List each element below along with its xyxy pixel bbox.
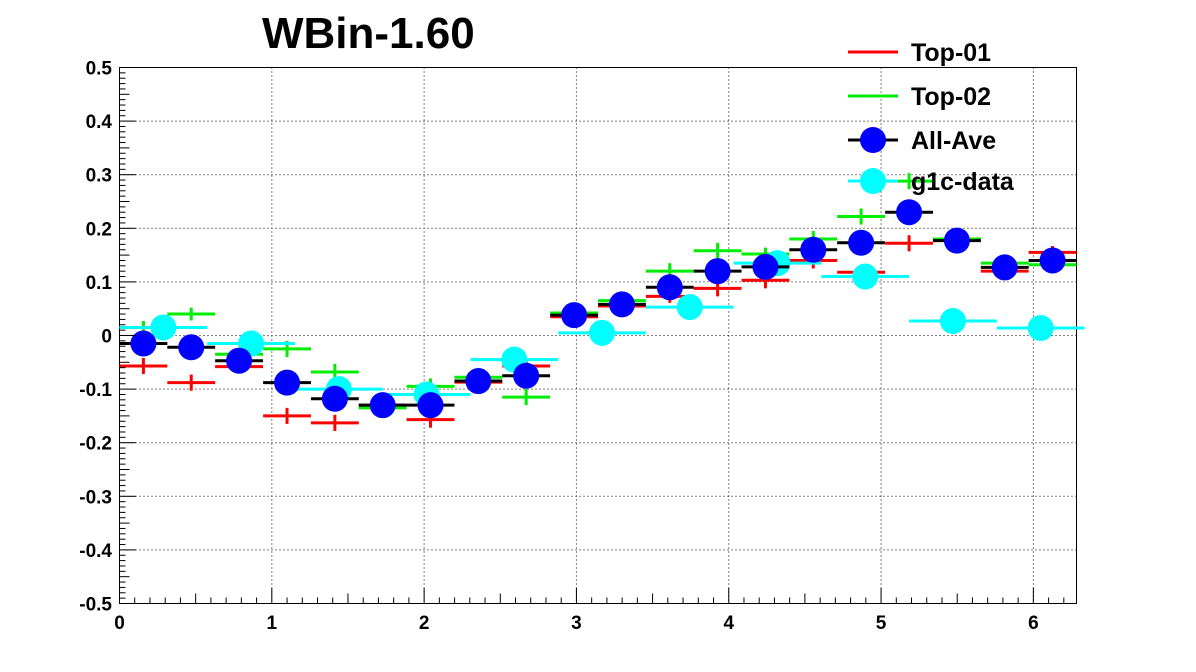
y-tick-label: -0.3: [79, 487, 112, 508]
data-point: [274, 369, 301, 396]
legend-label: Top-01: [911, 39, 991, 67]
data-point: [369, 392, 396, 419]
data-point: [513, 362, 540, 389]
legend-entry: g1c-data: [848, 168, 1015, 196]
data-point: [226, 347, 253, 374]
y-tick-label: -0.2: [79, 434, 112, 455]
data-point: [465, 368, 492, 395]
legend-label: g1c-data: [911, 168, 1015, 196]
series-layer: [119, 173, 1085, 431]
legend-label: Top-02: [911, 83, 991, 111]
data-point: [150, 314, 177, 341]
y-tick-label: 0: [101, 327, 112, 348]
data-point: [752, 253, 779, 280]
legend-swatch-marker: [860, 127, 886, 153]
data-point: [589, 319, 616, 346]
data-point: [704, 258, 731, 285]
y-tick-label: -0.5: [79, 595, 112, 616]
data-point: [1039, 247, 1066, 274]
data-point: [178, 334, 205, 361]
y-tick-label: -0.1: [79, 380, 112, 401]
y-tick-label: 0.2: [86, 219, 112, 240]
legend-entry: Top-02: [848, 83, 991, 111]
x-tick-label: 4: [723, 613, 734, 634]
data-point: [939, 308, 966, 335]
data-point: [1027, 314, 1054, 341]
data-point: [561, 302, 588, 329]
data-point: [676, 294, 703, 321]
x-tick-label: 1: [267, 613, 278, 634]
y-tick-label: 0.3: [86, 166, 112, 187]
series-top-02: [119, 173, 1077, 415]
data-point: [608, 291, 635, 318]
data-point: [321, 385, 348, 412]
axes: 0 1 2 3 4 5 6 -0.5 -0.4 -0.3 -0.2 -0.1 0 0.1 0.2 0.3 0.4…: [79, 59, 1065, 634]
y-tick-label: 0.5: [86, 59, 113, 80]
x-tick-label: 2: [419, 613, 430, 634]
legend-label: All-Ave: [911, 127, 996, 155]
y-tick-label: -0.4: [79, 541, 112, 562]
legend: Top-01 Top-02 All-Ave g1c-data: [848, 39, 1015, 196]
legend-swatch-marker: [860, 168, 886, 194]
legend-entry: Top-01: [848, 39, 991, 67]
x-tick-label: 5: [876, 613, 887, 634]
chart-title: WBin-1.60: [262, 9, 475, 58]
data-point: [852, 263, 879, 290]
data-point: [656, 274, 683, 301]
data-point: [848, 229, 875, 256]
data-point: [991, 254, 1018, 281]
y-tick-label: 0.4: [86, 112, 113, 133]
legend-entry: All-Ave: [848, 127, 996, 155]
data-point: [896, 199, 923, 226]
series-all-ave: [119, 199, 1077, 419]
y-tick-label: 0.1: [86, 273, 113, 294]
x-tick-label: 0: [114, 613, 125, 634]
data-point: [943, 227, 970, 254]
data-point: [417, 392, 444, 419]
data-point: [130, 330, 157, 357]
x-tick-label: 3: [571, 613, 582, 634]
x-tick-label: 6: [1028, 613, 1039, 634]
data-point: [800, 236, 827, 263]
